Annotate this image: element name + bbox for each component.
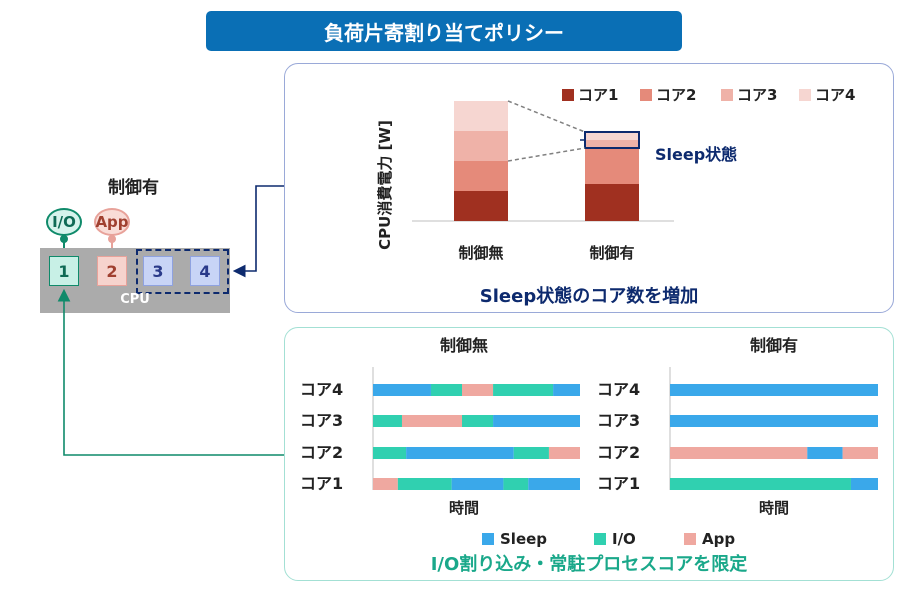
segment-1-2-2-app bbox=[401, 415, 463, 427]
bar-1-コア3 bbox=[454, 131, 508, 161]
segment-1-4-4-io bbox=[503, 478, 529, 490]
segment-1-3-2-sleep bbox=[406, 447, 514, 459]
segment-1-1-1-sleep bbox=[373, 384, 431, 396]
segment-1-4-2-io bbox=[397, 478, 452, 490]
core-1: 1 bbox=[49, 256, 79, 286]
cpu-label: CPU bbox=[120, 292, 150, 307]
timeline-legend-label-2: I/O bbox=[612, 530, 636, 548]
row-label-2-1: コア4 bbox=[597, 380, 640, 399]
segment-2-1-1-sleep bbox=[670, 384, 878, 396]
segment-1-3-3-io bbox=[513, 447, 549, 459]
io-connector-dot bbox=[60, 235, 68, 243]
timeline-legend-swatch-1 bbox=[482, 533, 494, 545]
core-3: 3 bbox=[143, 256, 173, 286]
bar-2-コア1 bbox=[585, 184, 639, 221]
legend-label-4: コア4 bbox=[815, 86, 855, 104]
timeline-title-2: 制御有 bbox=[750, 336, 798, 355]
power-arrow bbox=[232, 185, 284, 278]
io-bubble: I/O bbox=[46, 208, 82, 236]
segment-1-2-3-io bbox=[462, 415, 494, 427]
projection-top bbox=[507, 100, 586, 133]
bar-1-コア1 bbox=[454, 191, 508, 221]
projection-bottom bbox=[507, 147, 586, 162]
segment-1-1-4-io bbox=[493, 384, 554, 396]
timeline-xlabel-1: 時間 bbox=[449, 499, 479, 517]
legend-label-1: コア1 bbox=[578, 86, 618, 104]
segment-1-4-1-app bbox=[373, 478, 398, 490]
page-title-text: 負荷片寄割り当てポリシー bbox=[324, 20, 564, 45]
timeline-legend-label-1: Sleep bbox=[500, 530, 547, 548]
row-label-1-1: コア4 bbox=[300, 380, 343, 399]
legend-swatch-2 bbox=[640, 89, 652, 101]
segment-1-4-5-sleep bbox=[528, 478, 580, 490]
sleep-cores-outline bbox=[136, 249, 229, 294]
segment-2-4-1-io bbox=[670, 478, 851, 490]
segment-1-2-1-io bbox=[373, 415, 402, 427]
segment-2-3-1-app bbox=[670, 447, 808, 459]
row-label-1-2: コア3 bbox=[300, 411, 343, 430]
power-caption: Sleep状態のコア数を増加 bbox=[479, 286, 699, 307]
y-axis-label: CPU消費電力 [W] bbox=[376, 120, 394, 250]
legend-swatch-4 bbox=[799, 89, 811, 101]
legend-label-2: コア2 bbox=[656, 86, 696, 104]
segment-2-4-2-sleep bbox=[850, 478, 878, 490]
bar-2-コア4 bbox=[585, 132, 639, 140]
segment-1-3-4-app bbox=[548, 447, 580, 459]
row-label-2-3: コア2 bbox=[597, 443, 640, 462]
legend-swatch-3 bbox=[721, 89, 733, 101]
timeline-legend-swatch-2 bbox=[594, 533, 606, 545]
timeline-title-1: 制御無 bbox=[440, 336, 488, 355]
bar-1-コア4 bbox=[454, 101, 508, 131]
row-label-2-2: コア3 bbox=[597, 411, 640, 430]
x-tick-label: 制御無 bbox=[458, 244, 503, 262]
x-tick-label: 制御有 bbox=[589, 244, 634, 262]
timeline-legend-swatch-3 bbox=[684, 533, 696, 545]
power-chart: 制御無 制御有 CPU消費電力 [W] コア1 コア2 コア3 コア4 bbox=[376, 86, 855, 262]
bar-1-コア2 bbox=[454, 161, 508, 191]
row-label-2-4: コア1 bbox=[597, 474, 640, 493]
segment-1-1-5-sleep bbox=[553, 384, 580, 396]
timeline-caption: I/O割り込み・常駐プロセスコアを限定 bbox=[430, 554, 748, 575]
row-label-1-3: コア2 bbox=[300, 443, 343, 462]
app-connector-dot bbox=[108, 235, 116, 243]
timeline-legend-label-3: App bbox=[702, 530, 735, 548]
segment-2-2-1-sleep bbox=[670, 415, 878, 427]
segment-1-2-4-sleep bbox=[493, 415, 580, 427]
core-4: 4 bbox=[190, 256, 220, 286]
segment-1-3-1-io bbox=[373, 447, 407, 459]
segment-1-1-3-app bbox=[462, 384, 494, 396]
core-2: 2 bbox=[97, 256, 127, 286]
app-connector bbox=[111, 236, 113, 252]
page-title: 負荷片寄割り当てポリシー bbox=[206, 11, 682, 51]
segment-2-3-2-sleep bbox=[807, 447, 843, 459]
io-connector bbox=[63, 236, 65, 252]
sleep-note: Sleep状態 bbox=[655, 145, 738, 164]
bar-2-コア3 bbox=[585, 140, 639, 148]
left-label: 制御有 bbox=[108, 178, 159, 198]
row-label-1-4: コア1 bbox=[300, 474, 343, 493]
legend-swatch-1 bbox=[562, 89, 574, 101]
segment-2-3-3-app bbox=[842, 447, 878, 459]
bar-2-コア2 bbox=[585, 148, 639, 184]
segment-1-1-2-io bbox=[430, 384, 463, 396]
legend-label-3: コア3 bbox=[737, 86, 777, 104]
io-arrow bbox=[57, 288, 284, 456]
segment-1-4-3-sleep bbox=[451, 478, 504, 490]
timeline-xlabel-2: 時間 bbox=[759, 499, 789, 517]
